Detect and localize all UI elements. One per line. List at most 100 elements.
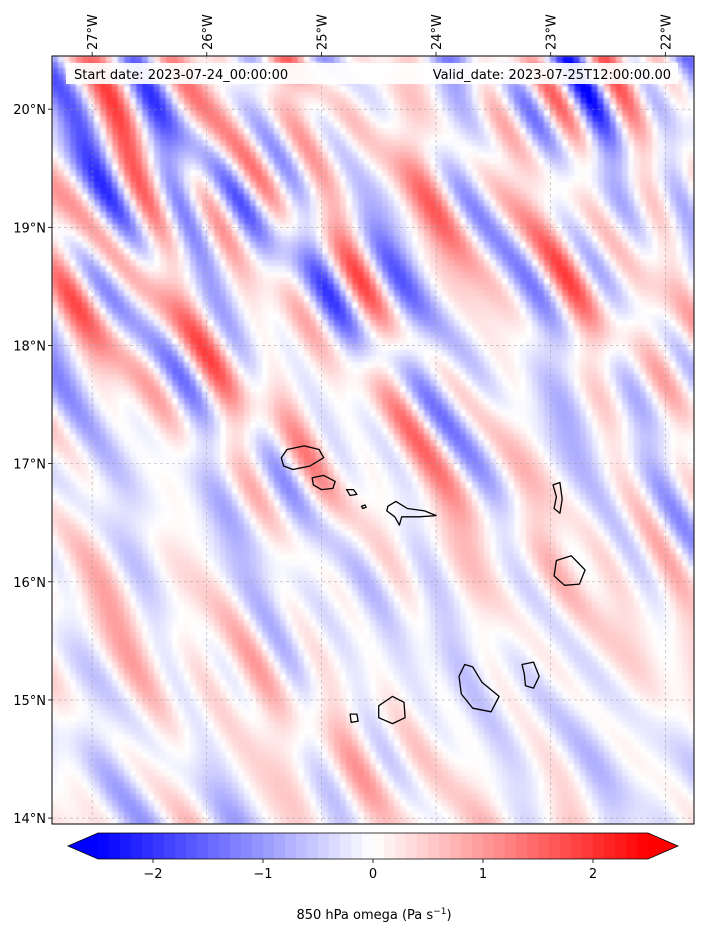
field-cell — [622, 128, 629, 135]
field-cell — [436, 308, 443, 315]
field-cell — [640, 308, 647, 315]
field-cell — [388, 206, 395, 213]
field-cell — [202, 212, 209, 219]
field-cell — [166, 254, 173, 261]
field-cell — [370, 152, 377, 159]
field-cell — [214, 188, 221, 195]
field-cell — [202, 116, 209, 123]
field-cell — [634, 272, 641, 279]
field-cell — [274, 242, 281, 249]
field-cell — [106, 116, 113, 123]
field-cell — [514, 308, 521, 315]
field-cell — [250, 104, 257, 111]
field-cell — [262, 104, 269, 111]
field-cell — [82, 284, 89, 291]
field-cell — [376, 212, 383, 219]
field-cell — [544, 248, 551, 255]
field-cell — [406, 146, 413, 153]
field-cell — [610, 296, 617, 303]
field-cell — [208, 152, 215, 159]
field-cell — [262, 206, 269, 213]
field-cell — [244, 272, 251, 279]
field-cell — [214, 128, 221, 135]
field-cell — [646, 104, 653, 111]
field-cell — [478, 176, 485, 183]
field-cell — [232, 308, 239, 315]
field-cell — [112, 278, 119, 285]
field-cell — [640, 158, 647, 165]
field-cell — [208, 134, 215, 141]
field-cell — [172, 56, 179, 63]
field-cell — [322, 254, 329, 261]
field-cell — [70, 194, 77, 201]
field-cell — [352, 170, 359, 177]
field-cell — [526, 260, 533, 267]
field-cell — [436, 242, 443, 249]
field-cell — [544, 320, 551, 327]
field-cell — [160, 182, 167, 189]
field-cell — [232, 158, 239, 165]
field-cell — [160, 302, 167, 309]
field-cell — [274, 134, 281, 141]
field-cell — [568, 92, 575, 99]
field-cell — [328, 248, 335, 255]
field-cell — [574, 260, 581, 267]
field-cell — [490, 326, 497, 333]
field-cell — [64, 296, 71, 303]
field-cell — [616, 116, 623, 123]
field-cell — [280, 200, 287, 207]
field-cell — [454, 230, 461, 237]
field-cell — [190, 260, 197, 267]
field-cell — [550, 110, 557, 117]
field-cell — [370, 266, 377, 273]
field-cell — [166, 104, 173, 111]
field-cell — [334, 320, 341, 327]
field-cell — [244, 254, 251, 261]
field-cell — [136, 116, 143, 123]
field-cell — [586, 92, 593, 99]
field-cell — [478, 146, 485, 153]
field-cell — [382, 140, 389, 147]
field-cell — [328, 104, 335, 111]
field-cell — [544, 170, 551, 177]
field-cell — [166, 128, 173, 135]
field-cell — [88, 56, 95, 63]
field-cell — [184, 56, 191, 63]
field-cell — [664, 152, 671, 159]
field-cell — [256, 236, 263, 243]
field-cell — [352, 254, 359, 261]
field-cell — [466, 92, 473, 99]
field-cell — [484, 326, 491, 333]
field-cell — [256, 176, 263, 183]
field-cell — [118, 86, 125, 93]
field-cell — [172, 290, 179, 297]
field-cell — [496, 224, 503, 231]
field-cell — [130, 116, 137, 123]
field-cell — [682, 56, 689, 63]
field-cell — [100, 302, 107, 309]
field-cell — [334, 146, 341, 153]
field-cell — [430, 260, 437, 267]
field-cell — [526, 92, 533, 99]
field-cell — [634, 200, 641, 207]
field-cell — [118, 116, 125, 123]
field-cell — [592, 302, 599, 309]
field-cell — [142, 266, 149, 273]
field-cell — [70, 146, 77, 153]
field-cell — [184, 212, 191, 219]
field-cell — [514, 134, 521, 141]
field-cell — [610, 140, 617, 147]
field-cell — [682, 104, 689, 111]
field-cell — [220, 212, 227, 219]
field-cell — [190, 302, 197, 309]
field-cell — [286, 236, 293, 243]
field-cell — [538, 254, 545, 261]
field-cell — [640, 86, 647, 93]
field-cell — [610, 188, 617, 195]
field-cell — [328, 272, 335, 279]
field-cell — [256, 212, 263, 219]
field-cell — [148, 332, 155, 339]
field-cell — [382, 200, 389, 207]
field-cell — [406, 272, 413, 279]
field-cell — [220, 194, 227, 201]
